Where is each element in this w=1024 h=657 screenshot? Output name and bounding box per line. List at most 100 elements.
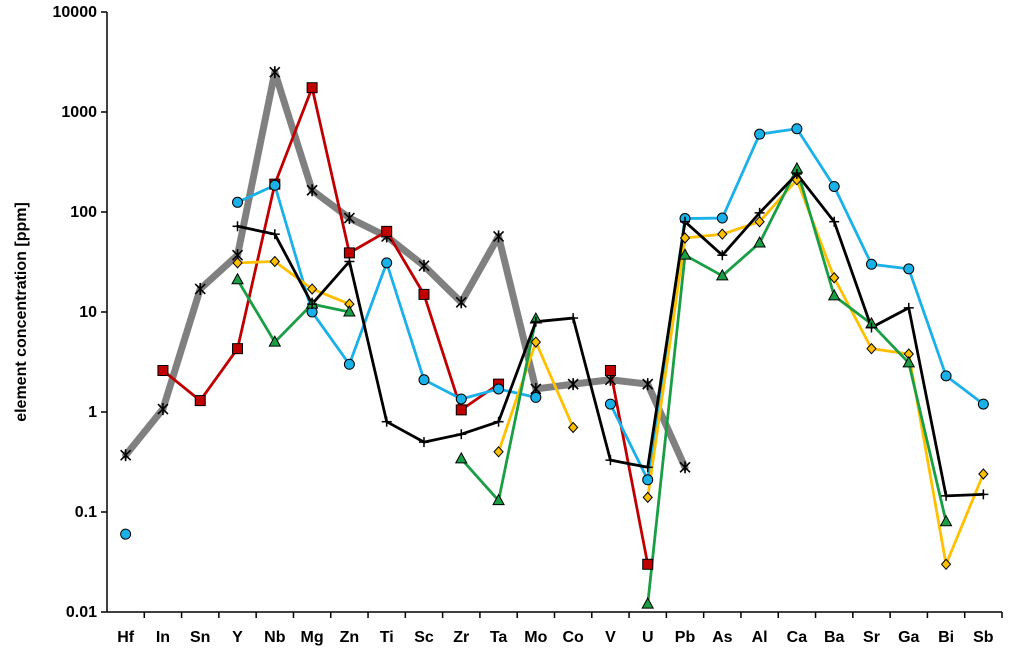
series-4-point: [642, 491, 653, 504]
x-tick-label: Mo: [524, 629, 547, 646]
series-2-line: [609, 369, 650, 566]
series-3-point: [754, 128, 766, 140]
series-1-point: [567, 378, 579, 391]
series-3-point: [381, 257, 393, 269]
series-2-point: [194, 395, 206, 407]
series-3-point: [642, 474, 654, 486]
series-4-line: [646, 178, 985, 566]
x-tick-label: Ba: [824, 629, 845, 646]
series-3-point: [977, 398, 989, 410]
series-5-point: [454, 451, 468, 464]
series-3-point: [493, 383, 505, 395]
y-tick-labels: 0.01 0.1 1 10 100 1000 10000: [53, 4, 98, 621]
series-1-point: [492, 230, 505, 243]
series-4-point: [978, 468, 989, 480]
series-5-point: [939, 514, 953, 527]
x-tick-label: Pb: [675, 629, 696, 646]
series-6-point: [717, 250, 728, 261]
x-tick-label: Al: [752, 629, 768, 646]
series-2-point: [642, 558, 654, 570]
series-4-point: [232, 257, 243, 269]
series-1-line: [122, 68, 689, 471]
x-tick-label: Sb: [973, 629, 994, 646]
series-6-point: [866, 322, 877, 333]
series-4-point: [306, 283, 318, 295]
x-tick-label: Sc: [414, 629, 434, 646]
series-6-point: [456, 429, 467, 440]
series-markers: [120, 66, 989, 609]
series-6-point: [269, 229, 280, 240]
series-6-point: [530, 316, 541, 327]
series-3-point: [269, 179, 281, 191]
x-tick-label: Hf: [117, 629, 135, 646]
series-1-point: [455, 296, 467, 309]
series-1-point: [120, 449, 132, 462]
series-lines: [122, 68, 985, 606]
series-1-point: [418, 259, 430, 272]
y-axis-title: element concentration [ppm]: [13, 202, 30, 422]
series-4-point: [567, 421, 579, 434]
x-tick-label: Sr: [863, 629, 880, 646]
series-6-point: [381, 416, 392, 427]
series-2-point: [232, 343, 244, 355]
series-6-point: [568, 313, 579, 324]
series-3-point: [604, 398, 616, 410]
y-tick-label: 1: [88, 404, 97, 421]
series-5-line: [646, 167, 948, 606]
series-1-point: [194, 282, 206, 295]
series-6-point: [307, 299, 318, 310]
series-5-point: [343, 304, 356, 317]
x-tick-label: Bi: [938, 629, 954, 646]
x-tick-label: Sn: [190, 629, 210, 646]
series-1-point: [679, 461, 691, 474]
x-tick-label: Nb: [264, 629, 286, 646]
x-tick-label: Mg: [301, 629, 324, 646]
x-tick-label: In: [156, 629, 170, 646]
x-tick-label: V: [605, 629, 616, 646]
series-2-point: [381, 225, 393, 237]
y-tick-label: 0.1: [75, 504, 97, 521]
x-tick-label: Ta: [490, 629, 508, 646]
series-6-point: [978, 489, 989, 500]
series-3-point: [828, 180, 840, 192]
series-4-point: [493, 446, 504, 458]
y-tick-label: 0.01: [66, 604, 97, 621]
axes: [101, 11, 1003, 618]
series-5-point: [753, 235, 766, 248]
y-tick-label: 1000: [61, 104, 97, 121]
series-2-point: [418, 288, 430, 300]
series-2-point: [157, 365, 169, 377]
series-6-point: [680, 216, 691, 227]
series-6-point: [791, 168, 802, 179]
series-2-point: [343, 247, 355, 259]
series-5-point: [715, 268, 729, 281]
series-3-point: [791, 123, 803, 135]
series-2-point: [455, 404, 467, 416]
y-tick-label: 100: [70, 204, 97, 221]
series-2-point: [604, 365, 616, 377]
series-4-point: [940, 558, 952, 571]
series-5-point: [231, 272, 244, 285]
x-tick-labels: Hf In Sn Y Nb Mg Zn Ti Sc Zr Ta Mo Co V U Pb As Al Ca Ba Sr G…: [117, 629, 994, 646]
series-3-point: [120, 528, 132, 540]
series-3-point: [903, 263, 915, 275]
y-tick-label: 10000: [53, 4, 98, 21]
series-6-point: [903, 302, 914, 313]
series-5-point: [902, 355, 916, 368]
series-4-point: [530, 336, 542, 348]
series-5-point: [678, 248, 692, 260]
series-5-line: [236, 278, 351, 344]
x-tick-label: Ca: [787, 629, 808, 646]
x-tick-label: Ga: [898, 629, 919, 646]
series-3-point: [418, 374, 430, 386]
series-4-point: [717, 228, 728, 240]
x-tick-label: Y: [232, 629, 243, 646]
x-tick-label: Ti: [380, 629, 394, 646]
series-6-point: [829, 216, 840, 227]
series-4-point: [866, 342, 877, 355]
series-4-point: [679, 232, 691, 244]
series-3-point: [940, 370, 952, 382]
x-tick-label: Co: [562, 629, 584, 646]
series-3-point: [716, 212, 728, 224]
